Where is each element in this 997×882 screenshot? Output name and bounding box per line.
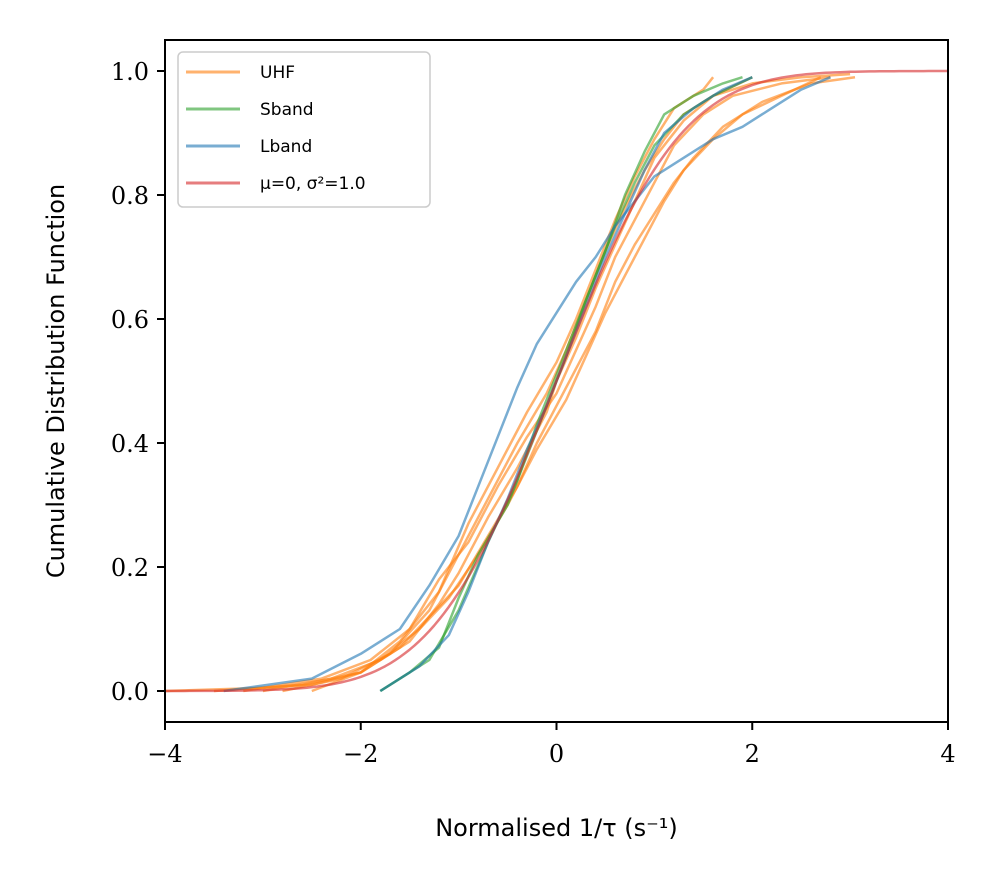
series-line--0-1-0-10	[165, 69, 948, 693]
x-tick-label: 4	[940, 740, 955, 768]
y-tick-label: 0.6	[111, 306, 149, 334]
legend: UHF Sband Lband μ=0, σ²=1.0	[177, 51, 431, 208]
y-tick-label: 0.0	[111, 678, 149, 706]
ticks-layer: −4 −2 0 2 4 0.0 0.2 0.4 0.6 0.8 1.0	[111, 58, 956, 768]
y-tick-label: 0.4	[111, 430, 149, 458]
y-tick-label: 0.8	[111, 182, 149, 210]
series-line-uhf-4	[311, 76, 715, 693]
y-axis-label: Cumulative Distribution Function	[42, 184, 70, 578]
series-line-lband-8	[223, 76, 831, 693]
legend-label: Lband	[260, 137, 312, 157]
x-tick-label: −2	[343, 740, 378, 768]
x-tick-label: −4	[147, 740, 182, 768]
series-layer	[164, 69, 948, 693]
legend-box	[177, 51, 431, 208]
legend-label: UHF	[260, 63, 295, 83]
legend-label: μ=0, σ²=1.0	[260, 174, 366, 194]
y-tick-label: 1.0	[111, 58, 149, 86]
x-tick-label: 0	[549, 740, 564, 768]
y-tick-label: 0.2	[111, 554, 149, 582]
legend-label: Sband	[260, 100, 314, 120]
x-axis-label: Normalised 1/τ (s⁻¹)	[435, 814, 678, 842]
x-tick-label: 2	[745, 740, 760, 768]
